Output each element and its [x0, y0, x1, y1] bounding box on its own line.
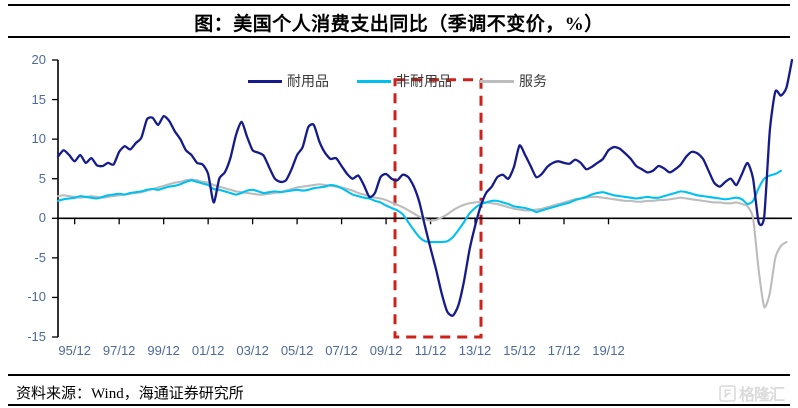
y-axis-label: 10: [31, 131, 46, 147]
y-axis-label: 0: [38, 210, 46, 226]
bottom-rule: [8, 404, 790, 406]
legend-label-durable: 耐用品: [287, 75, 329, 90]
legend-item-services: 服务: [480, 71, 547, 91]
x-axis-label: 03/12: [236, 343, 269, 358]
x-axis-label: 95/12: [58, 343, 91, 358]
series-line-services: [56, 178, 788, 309]
footer-rule: [8, 374, 790, 376]
title-block: 图：美国个人消费支出同比（季调不变价，%）: [0, 0, 798, 40]
legend-label-services: 服务: [519, 75, 547, 90]
legend-label-nondurable: 非耐用品: [396, 75, 452, 90]
series-line-nondurable: [56, 169, 782, 244]
title-underline-rule: [8, 36, 790, 38]
financial-crisis-highlight: [393, 78, 483, 339]
legend-item-nondurable: 非耐用品: [357, 71, 452, 91]
gelonghui-logo-icon: [719, 384, 736, 402]
y-axis-label: -5: [34, 249, 46, 265]
x-axis-label: 97/12: [102, 343, 136, 358]
top-rule: [8, 4, 790, 6]
chart-legend: 耐用品 非耐用品 服务: [248, 71, 547, 91]
y-axis-label: 20: [31, 52, 46, 67]
x-axis-label: 13/12: [458, 343, 492, 358]
watermark-text: 格隆汇: [738, 387, 785, 404]
x-axis-label: 09/12: [369, 343, 403, 358]
series-line-durable: [56, 58, 794, 317]
y-axis-label: -15: [27, 329, 46, 344]
chart-canvas: [52, 58, 794, 339]
legend-swatch-durable: [248, 79, 282, 83]
legend-item-durable: 耐用品: [248, 71, 329, 91]
x-axis-label: 99/12: [147, 343, 180, 358]
legend-swatch-services: [480, 79, 514, 83]
watermark: 格隆汇: [719, 381, 785, 405]
legend-swatch-nondurable: [357, 79, 391, 83]
y-axis-label: 15: [31, 91, 46, 107]
page-title: 图：美国个人消费支出同比（季调不变价，%）: [194, 14, 604, 35]
x-axis-label: 19/12: [592, 343, 625, 358]
plot-area: 耐用品 非耐用品 服务 20 15 10 5 0 -5 -10 -15 95/12 97/12 99…: [0, 40, 798, 372]
x-axis-label: 07/12: [325, 343, 358, 358]
y-axis-label: 5: [38, 170, 46, 186]
x-axis-label: 15/12: [503, 343, 536, 358]
x-axis-label: 01/12: [191, 343, 225, 358]
x-axis-label: 11/12: [414, 343, 447, 358]
x-axis-label: 17/12: [547, 343, 581, 358]
x-axis-label: 05/12: [280, 343, 314, 358]
source-note: 资料来源：Wind，海通证券研究所: [16, 386, 244, 402]
y-axis-label: -10: [27, 289, 46, 305]
